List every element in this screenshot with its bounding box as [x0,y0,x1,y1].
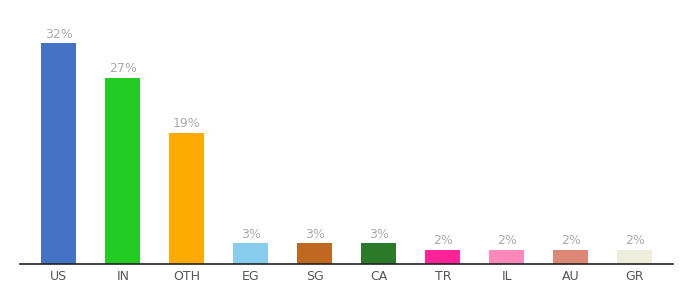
Text: 19%: 19% [173,117,201,130]
Text: 2%: 2% [497,235,517,248]
Text: 3%: 3% [369,228,389,241]
Bar [233,243,269,264]
Bar [297,243,333,264]
Bar [617,250,652,264]
Text: 2%: 2% [561,235,581,248]
Text: 3%: 3% [305,228,325,241]
Bar [489,250,524,264]
Text: 3%: 3% [241,228,260,241]
Text: 2%: 2% [625,235,645,248]
Bar [425,250,460,264]
Bar [105,78,140,264]
Bar [41,44,76,264]
Text: 27%: 27% [109,62,137,75]
Text: 2%: 2% [433,235,453,248]
Bar [361,243,396,264]
Text: 32%: 32% [45,28,73,41]
Bar [169,133,205,264]
Bar [554,250,588,264]
